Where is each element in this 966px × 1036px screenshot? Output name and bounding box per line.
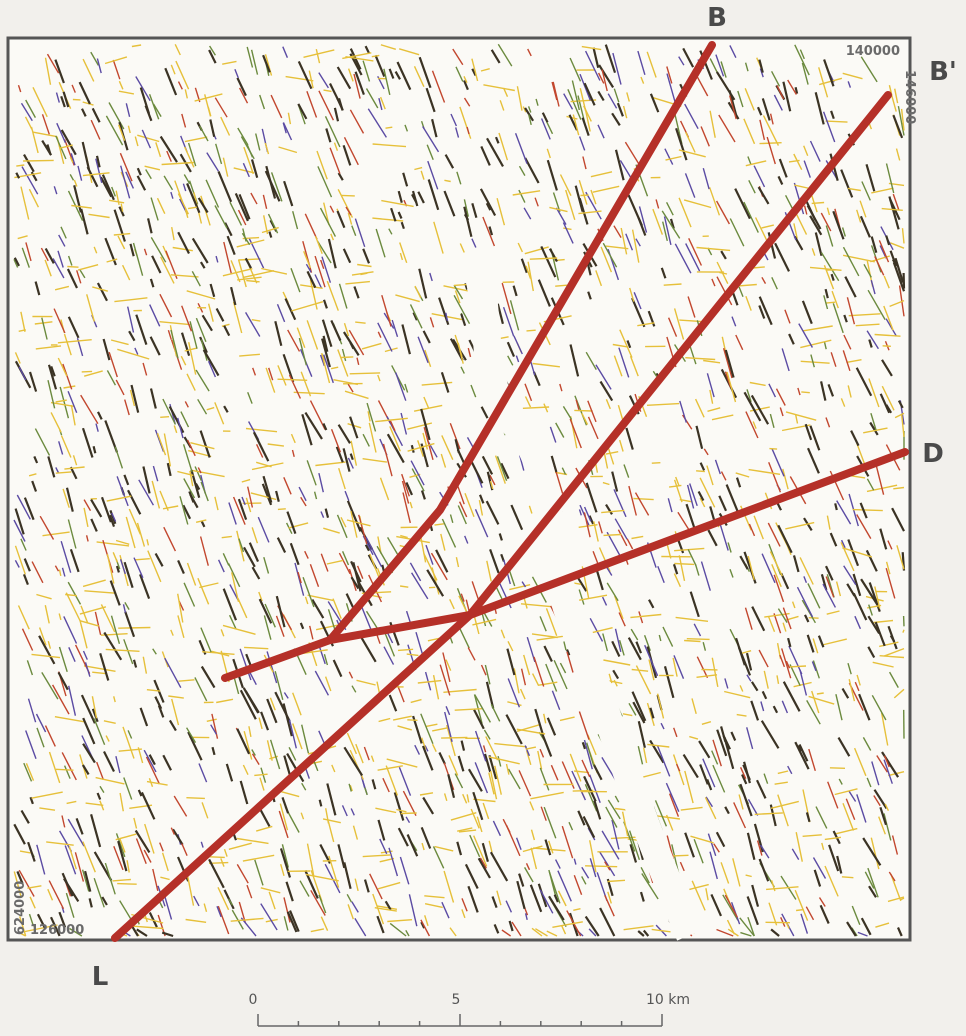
coordinate-label: 146000 [902, 70, 917, 124]
lineament [826, 302, 835, 303]
lineament [687, 639, 710, 640]
lineament [585, 866, 617, 867]
lineament [278, 509, 286, 510]
profile-label: B [707, 3, 727, 33]
lineament [883, 346, 891, 347]
lineament [186, 798, 205, 799]
scale-bar [258, 1014, 662, 1026]
lineament [604, 535, 622, 536]
coordinate-label: 624000 [13, 881, 28, 935]
scale-label: 5 [452, 992, 461, 1008]
page: B B' D L 140000 146000 624000 126000 0 5… [0, 0, 966, 1036]
lineament [812, 203, 824, 204]
lineament [684, 641, 700, 642]
lineament [842, 877, 854, 878]
lineament [835, 503, 837, 510]
scale-label: 0 [249, 992, 258, 1008]
lineament [67, 267, 78, 268]
lineament [117, 884, 137, 885]
lineament [320, 800, 322, 807]
lineament [760, 143, 782, 144]
lineament [401, 813, 417, 814]
lineament [527, 330, 536, 331]
lineament [160, 417, 169, 418]
scale-label: 10 km [646, 992, 690, 1008]
lineament [696, 471, 705, 472]
lineament [341, 195, 355, 196]
profile-label: B' [929, 57, 957, 87]
lineament [674, 564, 694, 565]
lineament [789, 666, 806, 667]
lineament [407, 720, 417, 721]
lineament [809, 618, 819, 619]
coordinate-label: 126000 [30, 923, 84, 938]
lineament [56, 769, 74, 770]
lineament [386, 127, 393, 128]
coordinate-label: 140000 [846, 44, 900, 59]
lineament [817, 693, 824, 694]
lineament [82, 371, 92, 372]
lineament [574, 410, 592, 411]
profile-label: L [92, 962, 109, 992]
lineament [118, 628, 150, 629]
lineament [555, 285, 567, 286]
lineament [853, 510, 883, 511]
lineament [826, 121, 848, 122]
lineament [830, 768, 845, 769]
lineament [350, 373, 380, 374]
lineament [341, 357, 353, 358]
profile-label: D [922, 439, 944, 469]
lineament [652, 463, 661, 464]
map: B B' D L 140000 146000 624000 126000 0 5… [0, 0, 966, 1036]
lineament [23, 160, 54, 161]
lineament [801, 392, 810, 393]
lineament [769, 449, 777, 450]
lineament [441, 738, 467, 739]
